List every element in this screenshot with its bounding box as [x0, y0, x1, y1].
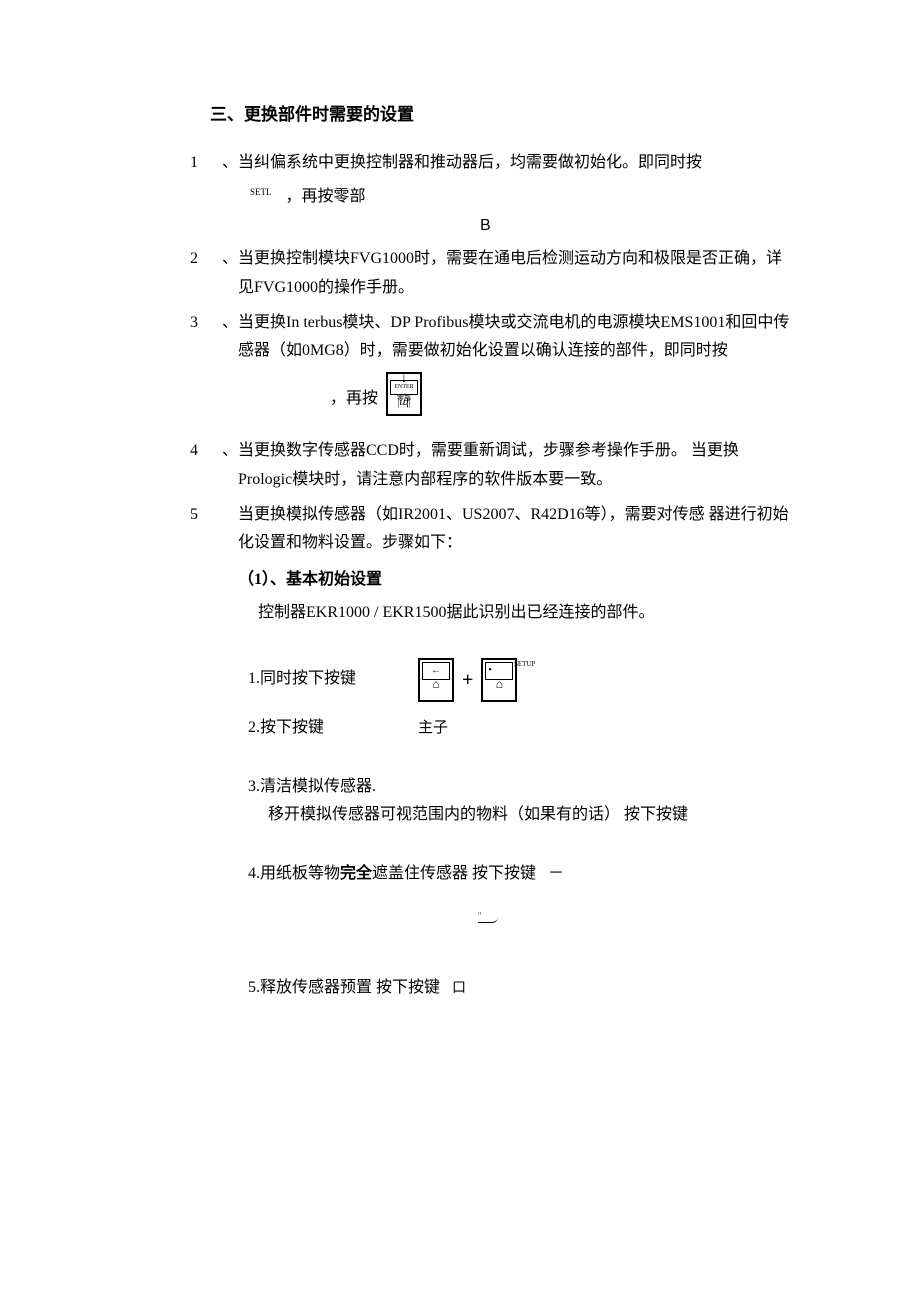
item1-line2: SETL ，再按零部 [190, 183, 790, 212]
list-sep-4: 、 [222, 437, 238, 495]
item3-after-text: ，再按 [330, 385, 378, 414]
step-1-icons: ← ⌂ + • SETUP ⌂ [418, 658, 517, 702]
list-body-5: 当更换模拟传感器（如IR2001、US2007、R42D16等），需要对传感 器… [238, 501, 790, 559]
sub-desc-1: 控制器EKR1000 / EKR1500据此识别出已经连接的部件。 [258, 599, 790, 628]
list-sep-1: 、 [222, 149, 238, 178]
setup-label: SETUP [514, 658, 535, 671]
list-item-4: 4 、 当更换数字传感器CCD时，需要重新调试，步骤参考操作手册。 当更换Pro… [190, 437, 790, 495]
list-item-1: 1 、 当纠偏系统中更换控制器和推动器后，均需要做初始化。即同时按 [190, 149, 790, 178]
list-num-2: 2 [190, 245, 222, 303]
list-num-1: 1 [190, 149, 222, 178]
quote-mark: " [478, 909, 790, 923]
step-3-label: 3.清洁模拟传感器. [248, 773, 790, 802]
dash-icon: － [548, 865, 564, 882]
setup-key-icon: • SETUP ⌂ [481, 658, 517, 702]
setl-label: SETL [250, 187, 272, 197]
plus-icon: + [462, 662, 473, 698]
sub-section-1: （1）、基本初始设置 控制器EKR1000 / EKR1500据此识别出已经连接… [238, 566, 790, 628]
letter-b: B [480, 212, 790, 241]
sub-title-1: （1）、基本初始设置 [238, 566, 790, 595]
step-1-label: 1.同时按下按键 [248, 665, 418, 694]
list-num-3: 3 [190, 309, 222, 367]
step-1: 1.同时按下按键 ← ⌂ + • SETUP ⌂ [248, 658, 790, 702]
list-sep-3: 、 [222, 309, 238, 367]
house-icon-1: ⌂ [432, 674, 439, 696]
list-item-5: 5 当更换模拟传感器（如IR2001、US2007、R42D16等），需要对传感… [190, 501, 790, 559]
step-3: 3.清洁模拟传感器. 移开模拟传感器可视范围内的物料（如果有的话） 按下按键 [248, 773, 790, 831]
step-5: 5.释放传感器预置 按下按键 口 [248, 974, 790, 1003]
list-sep-5 [222, 501, 238, 559]
list-body-4: 当更换数字传感器CCD时，需要重新调试，步骤参考操作手册。 当更换Prologi… [238, 437, 790, 495]
list-item-3: 3 、 当更换In terbus模块、DP Profibus模块或交流电机的电源… [190, 309, 790, 367]
house-icon-2: ⌂ [496, 674, 503, 696]
list-item-2: 2 、 当更换控制模块FVG1000时，需要在通电后检测运动方向和极限是否正确，… [190, 245, 790, 303]
item3-icon-row: ，再按 ↓ ENTER 零部 |ⴓ| [330, 372, 790, 427]
enter-key-icon: ↓ ENTER 零部 |ⴓ| [386, 372, 422, 416]
step-4-bold: 完全 [340, 865, 372, 882]
list-body-3: 当更换In terbus模块、DP Profibus模块或交流电机的电源模块EM… [238, 309, 790, 367]
step-5-label: 5.释放传感器预置 按下按键 [248, 979, 440, 996]
zhu-zi-text: 主子 [418, 715, 448, 742]
square-icon: 口 [452, 981, 466, 996]
step-2-label: 2.按下按键 [248, 714, 418, 743]
list-body-2: 当更换控制模块FVG1000时，需要在通电后检测运动方向和极限是否正确，详见FV… [238, 245, 790, 303]
after-setl: ，再按零部 [286, 188, 366, 205]
arrow-key-icon: ← ⌂ [418, 658, 454, 702]
enter-bars-icon: |ⴓ| [397, 394, 410, 412]
step-2: 2.按下按键 主子 [248, 714, 790, 743]
step-4: 4.用纸板等物完全遮盖住传感器 按下按键 － " [248, 860, 790, 944]
section-title: 三、更换部件时需要的设置 [210, 100, 790, 131]
arc-line-icon [478, 917, 498, 923]
step-4-after: 遮盖住传感器 按下按键 [372, 865, 536, 882]
list-num-4: 4 [190, 437, 222, 495]
step-4-before: 4.用纸板等物 [248, 865, 340, 882]
step-3-desc: 移开模拟传感器可视范围内的物料（如果有的话） 按下按键 [268, 801, 790, 830]
step-block: 1.同时按下按键 ← ⌂ + • SETUP ⌂ 2.按下按键 主子 [248, 658, 790, 743]
list-sep-2: 、 [222, 245, 238, 303]
list-body-1: 当纠偏系统中更换控制器和推动器后，均需要做初始化。即同时按 [238, 149, 790, 178]
list-num-5: 5 [190, 501, 222, 559]
